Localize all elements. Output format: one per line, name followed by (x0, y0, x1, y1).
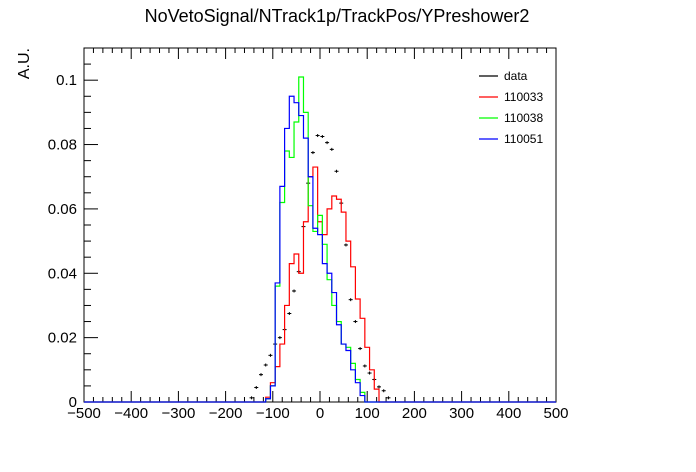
data-point (310, 151, 315, 155)
data-point (353, 320, 358, 324)
data-point (362, 364, 367, 368)
data-point (343, 243, 348, 247)
x-tick-label: 300 (449, 405, 474, 422)
x-tick-label: 400 (496, 405, 521, 422)
data-point (277, 336, 282, 340)
axis-ticks: −500 −400 −300 −200 −100 0 100 200 300 400 500 0 0.0… (48, 48, 569, 422)
series-line-110033 (84, 166, 556, 403)
x-tick-label: 200 (402, 405, 427, 422)
y-tick-label: 0.06 (48, 201, 77, 218)
plot-frame (83, 47, 557, 403)
y-tick-label: 0.04 (48, 265, 77, 282)
data-point (268, 353, 273, 357)
x-tick-label: 0 (316, 405, 324, 422)
data-point (377, 385, 381, 389)
y-tick-label: 0 (69, 394, 77, 411)
data-point (325, 141, 330, 145)
data-point (367, 371, 372, 375)
data-point (292, 289, 297, 293)
x-tick-label: 500 (543, 405, 568, 422)
series-layer (84, 76, 556, 403)
x-tick-label: −400 (114, 405, 148, 422)
data-point (334, 169, 339, 173)
data-point (348, 298, 353, 302)
data-point (287, 312, 292, 315)
y-axis-label: A.U. (16, 48, 33, 79)
legend: data 110033 110038 110051 (479, 69, 543, 146)
x-tick-label: −300 (162, 405, 196, 422)
chart-title: NoVetoSignal/NTrack1p/TrackPos/YPreshowe… (145, 6, 530, 26)
data-point (386, 396, 391, 400)
data-point (320, 135, 325, 138)
legend-label: 110038 (504, 111, 543, 125)
y-tick-label: 0.02 (48, 330, 77, 347)
legend-label: 110033 (504, 90, 543, 104)
series-line-110051 (84, 95, 556, 403)
data-point (315, 134, 320, 138)
y-tick-label: 0.08 (48, 137, 77, 154)
x-tick-label: −500 (67, 405, 101, 422)
data-point (254, 386, 259, 390)
data-point (263, 363, 268, 367)
x-tick-label: −100 (256, 405, 290, 422)
y-tick-label: 0.1 (56, 72, 77, 89)
data-point (259, 373, 263, 377)
data-point (381, 389, 386, 393)
x-tick-label: 100 (355, 405, 380, 422)
legend-label: 110051 (504, 132, 543, 146)
x-tick-label: −200 (209, 405, 243, 422)
legend-label: data (504, 69, 528, 83)
data-point (249, 396, 254, 400)
data-point (329, 147, 334, 151)
series-line-110038 (84, 76, 556, 403)
data-point (358, 347, 363, 351)
